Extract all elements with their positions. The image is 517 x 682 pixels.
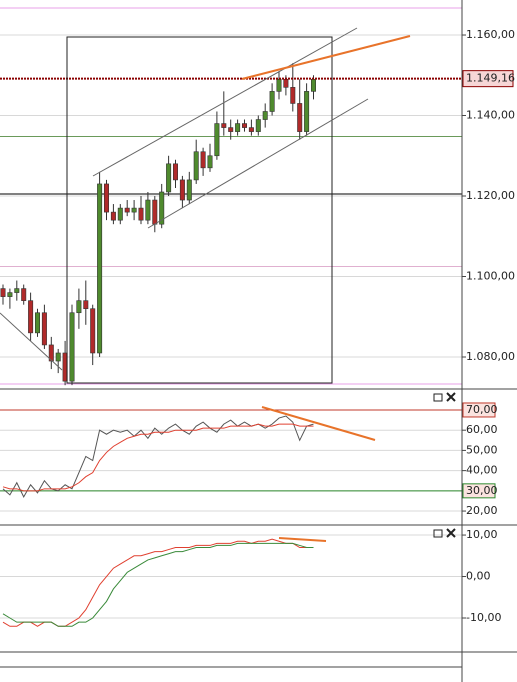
y-tick-label: 40,00 <box>466 464 498 477</box>
candle-body <box>138 207 144 221</box>
last-price-label: 1.149,16 <box>466 72 515 85</box>
candle-body <box>48 344 54 362</box>
candle-body <box>173 163 179 181</box>
orange-trend <box>241 35 411 80</box>
candle-body <box>276 78 282 92</box>
candle-body <box>97 183 103 354</box>
candle-body <box>269 91 275 112</box>
y-tick-label: 70,00 <box>466 403 498 416</box>
candle-body <box>200 151 206 169</box>
candle-body <box>166 163 172 193</box>
candle-body <box>0 288 6 297</box>
candle-body <box>193 151 199 181</box>
y-tick-label: 60,00 <box>466 423 498 436</box>
candle-body <box>152 199 158 225</box>
candle-body <box>117 207 123 221</box>
y-tick-label: 50,00 <box>466 443 498 456</box>
candle-body <box>124 207 130 213</box>
candle-body <box>145 199 151 221</box>
candle-body <box>55 352 61 362</box>
candle-body <box>228 127 234 132</box>
candle-body <box>14 288 20 293</box>
candle-body <box>69 312 75 382</box>
candle-body <box>248 127 254 132</box>
series-line <box>2 423 314 492</box>
panels: 1.080,00 1.100,00 1.120,00 1.140,00 1.160,00… <box>0 7 515 627</box>
y-tick-label: 10,00 <box>466 528 498 541</box>
orange-trend <box>278 537 327 542</box>
candle-body <box>21 288 27 301</box>
maximize-button[interactable] <box>433 393 443 402</box>
y-tick-label: 0,00 <box>466 570 491 583</box>
candle-body <box>262 111 268 120</box>
y-tick-label: 1.120,00 <box>466 189 515 202</box>
y-tick-label: -10,00 <box>466 611 501 624</box>
y-tick-label: 1.140,00 <box>466 109 515 122</box>
tick-box <box>462 483 496 499</box>
series-line <box>2 542 314 627</box>
candle-body <box>83 300 89 310</box>
candle-body <box>297 103 303 132</box>
maximize-button[interactable] <box>433 529 443 538</box>
candle-body <box>104 183 110 213</box>
candle-body <box>41 312 47 346</box>
y-tick-label: 1.100,00 <box>466 270 515 283</box>
candle-body <box>159 191 165 225</box>
candle-body <box>179 179 185 201</box>
candle-body <box>304 91 310 132</box>
close-button[interactable] <box>446 392 456 402</box>
orange-trend <box>261 406 376 441</box>
y-tick-label: 1.160,00 <box>466 28 515 41</box>
candle-body <box>76 300 82 314</box>
candle-body <box>34 312 40 334</box>
close-button[interactable] <box>446 528 456 538</box>
candle-body <box>207 155 213 169</box>
tick-box <box>462 402 496 418</box>
candle-body <box>90 308 96 354</box>
candle-body <box>7 292 13 297</box>
candle-body <box>235 123 241 132</box>
y-tick-label: 20,00 <box>466 504 498 517</box>
y-tick-label: 1.080,00 <box>466 350 515 363</box>
candle-body <box>242 123 248 128</box>
candle-body <box>255 119 261 132</box>
last-price-box <box>462 70 514 88</box>
candle-body <box>283 78 289 88</box>
series-line <box>2 415 314 498</box>
candle-body <box>290 87 296 104</box>
trend-line <box>0 312 63 371</box>
channel-upper <box>92 27 358 177</box>
channel-lower <box>147 98 369 229</box>
candle-body <box>214 123 220 157</box>
candle-body <box>186 179 192 201</box>
candle-body <box>131 207 137 213</box>
selection-box <box>66 36 333 384</box>
candle-body <box>310 78 316 92</box>
y-tick-label: 30,00 <box>466 484 498 497</box>
candle-body <box>28 300 34 334</box>
candle-body <box>110 211 116 221</box>
candle-body <box>221 123 227 128</box>
panel-controls[interactable] <box>433 392 456 538</box>
